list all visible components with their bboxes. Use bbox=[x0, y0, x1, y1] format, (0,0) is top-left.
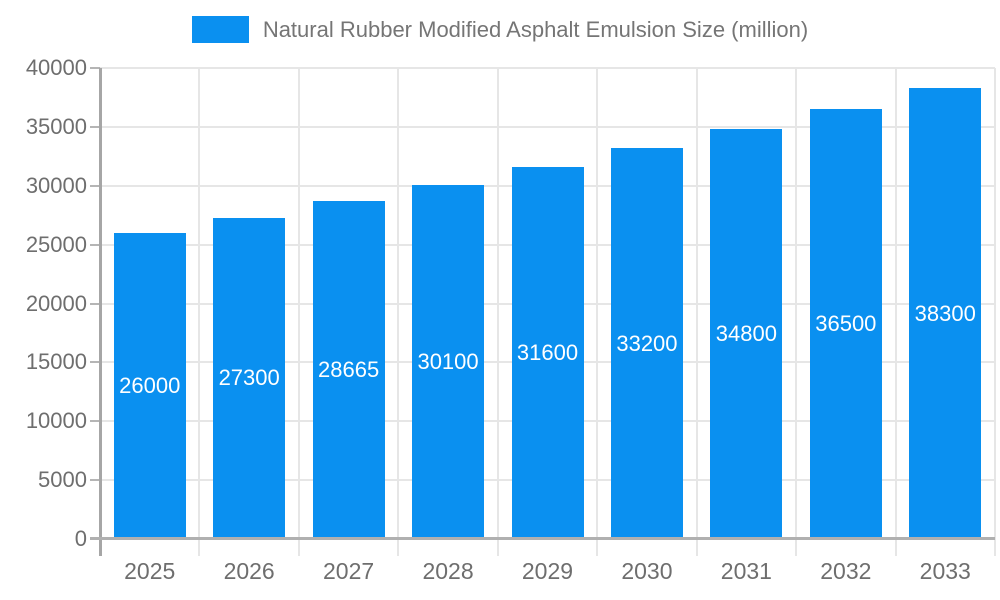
bar-2029[interactable]: 31600 bbox=[511, 166, 584, 539]
x-axis-label: 2032 bbox=[820, 558, 872, 584]
gridline-vertical bbox=[894, 68, 897, 556]
y-axis-label: 0 bbox=[74, 526, 87, 551]
x-axis-label: 2033 bbox=[919, 558, 971, 584]
y-axis-label: 15000 bbox=[25, 349, 87, 375]
x-axis-label: 2030 bbox=[621, 558, 673, 584]
y-axis-label: 10000 bbox=[25, 408, 87, 434]
legend-swatch bbox=[191, 16, 249, 43]
bar-value-label: 36500 bbox=[815, 311, 877, 337]
x-axis-label: 2025 bbox=[124, 558, 176, 584]
y-axis-tick bbox=[90, 243, 100, 246]
bar-value-label: 27300 bbox=[218, 365, 280, 391]
bar-2030[interactable]: 33200 bbox=[610, 148, 683, 539]
gridline-vertical bbox=[795, 68, 798, 556]
gridline-horizontal bbox=[100, 125, 995, 128]
y-axis-label: 20000 bbox=[25, 290, 87, 316]
x-axis-label: 2029 bbox=[521, 558, 574, 584]
gridline-vertical bbox=[994, 68, 996, 556]
y-axis-tick bbox=[90, 420, 100, 423]
bar-value-label: 30100 bbox=[417, 348, 479, 374]
x-axis-label: 2028 bbox=[422, 558, 474, 584]
x-axis-label: 2031 bbox=[720, 558, 772, 584]
y-axis-label: 35000 bbox=[25, 113, 87, 139]
bar-value-label: 26000 bbox=[119, 372, 181, 398]
y-axis-tick bbox=[90, 302, 100, 305]
gridline-vertical bbox=[297, 68, 300, 556]
gridline-vertical bbox=[695, 68, 698, 556]
bar-2025[interactable]: 26000 bbox=[113, 232, 186, 539]
bar-value-label: 28665 bbox=[318, 357, 380, 383]
x-axis-label: 2026 bbox=[223, 558, 275, 584]
y-axis-tick bbox=[90, 479, 100, 482]
x-axis-label: 2027 bbox=[323, 558, 375, 584]
bar-value-label: 31600 bbox=[516, 339, 579, 365]
y-axis-tick bbox=[90, 361, 100, 364]
x-axis-line bbox=[90, 537, 995, 540]
gridline-vertical bbox=[198, 68, 201, 556]
bar-2032[interactable]: 36500 bbox=[809, 109, 882, 539]
bar-2027[interactable]: 28665 bbox=[312, 201, 385, 539]
gridline-horizontal bbox=[100, 67, 995, 69]
bar-value-label: 33200 bbox=[616, 330, 678, 356]
y-axis-tick bbox=[90, 184, 100, 187]
legend-label: Natural Rubber Modified Asphalt Emulsion… bbox=[262, 16, 809, 42]
y-axis-label: 5000 bbox=[38, 467, 87, 493]
bar-2033[interactable]: 38300 bbox=[909, 88, 982, 539]
y-axis-label: 25000 bbox=[25, 231, 87, 257]
y-axis-label: 30000 bbox=[25, 172, 87, 198]
gridline-vertical bbox=[496, 68, 499, 556]
legend[interactable]: Natural Rubber Modified Asphalt Emulsion… bbox=[0, 16, 1000, 43]
y-axis-label: 40000 bbox=[25, 55, 87, 80]
bar-2026[interactable]: 27300 bbox=[213, 217, 286, 539]
bar-value-label: 38300 bbox=[914, 300, 976, 326]
bar-2031[interactable]: 34800 bbox=[710, 129, 783, 539]
y-axis-tick bbox=[90, 67, 100, 69]
gridline-vertical bbox=[397, 68, 400, 556]
gridline-vertical bbox=[596, 68, 599, 556]
bar-value-label: 34800 bbox=[715, 321, 777, 347]
y-axis-line bbox=[99, 68, 102, 556]
y-axis-tick bbox=[90, 125, 100, 128]
bar-2028[interactable]: 30100 bbox=[412, 184, 485, 539]
